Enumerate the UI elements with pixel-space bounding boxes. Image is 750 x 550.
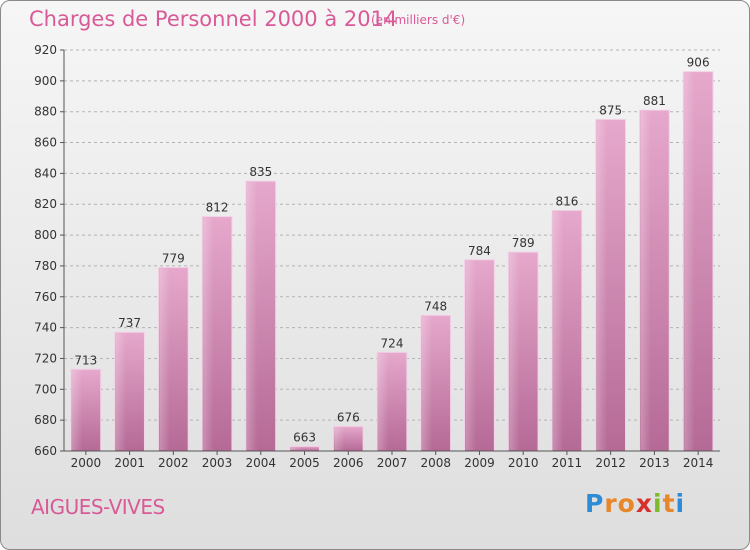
data-label: 789 [512,236,535,250]
y-tick-label: 720 [34,351,57,365]
x-tick-label: 2014 [683,456,714,470]
x-tick-label: 2000 [71,456,102,470]
x-tick-label: 2013 [639,456,670,470]
data-label: 779 [162,251,185,265]
y-tick-label: 860 [34,136,57,150]
bar-highlight [71,370,83,450]
x-tick-label: 2011 [552,456,583,470]
bar-highlight [684,72,695,450]
bar-highlight [203,217,214,450]
bar-highlight [115,333,127,450]
x-tick-label: 2008 [420,456,451,470]
bar-highlight [246,182,258,450]
bar-highlight [553,211,564,450]
x-tick-label: 2010 [508,456,539,470]
x-tick-label: 2003 [202,456,233,470]
y-tick-label: 760 [34,290,57,304]
x-tick-label: 2007 [377,456,408,470]
data-label: 906 [687,56,710,70]
y-tick-label: 880 [34,105,57,119]
logo-letter: o [617,489,636,518]
y-tick-label: 920 [34,43,57,57]
x-tick-label: 2004 [246,456,277,470]
x-tick-label: 2005 [289,456,320,470]
y-tick-label: 680 [34,413,57,427]
logo-letter: i [653,489,663,518]
data-label: 676 [337,410,360,424]
data-label: 663 [293,430,316,444]
data-label: 724 [381,336,404,350]
data-label: 816 [555,194,578,208]
chart-title: Charges de Personnel 2000 à 2014 [29,7,398,31]
bar-highlight [509,253,520,450]
chart-unit: (en milliers d'€) [371,13,466,27]
data-label: 784 [468,244,491,258]
x-tick-label: 2012 [595,456,626,470]
data-label: 737 [118,316,141,330]
y-tick-label: 820 [34,197,57,211]
data-label: 881 [643,94,666,108]
bar-highlight [378,353,389,450]
bar-highlight [640,111,651,451]
data-label: 748 [424,299,447,313]
bar-highlight [465,260,477,450]
x-tick-label: 2001 [114,456,145,470]
y-tick-label: 780 [34,259,57,273]
bar-highlight [334,427,345,450]
x-tick-label: 2009 [464,456,495,470]
data-label: 812 [206,201,229,215]
proxiti-logo: Proxiti [585,489,685,518]
y-tick-label: 840 [34,166,57,180]
logo-letter: x [635,489,653,518]
bar-highlight [159,268,170,450]
data-label: 875 [599,103,622,117]
logo-letter: P [585,489,605,518]
y-tick-label: 700 [34,382,57,396]
y-tick-label: 660 [34,444,57,458]
bar-highlight [421,316,433,450]
y-tick-label: 900 [34,74,57,88]
y-tick-label: 740 [34,321,57,335]
logo-letter: t [662,489,676,518]
bar-highlight [596,120,608,451]
logo-letter: i [675,489,686,518]
data-label: 835 [249,165,272,179]
x-tick-label: 2002 [158,456,189,470]
commune-name: AIGUES-VIVES [31,495,165,519]
data-label: 713 [74,353,97,367]
bar-highlight [290,447,302,450]
logo-letter: r [604,489,618,518]
y-tick-label: 800 [34,228,57,242]
x-tick-label: 2006 [333,456,364,470]
